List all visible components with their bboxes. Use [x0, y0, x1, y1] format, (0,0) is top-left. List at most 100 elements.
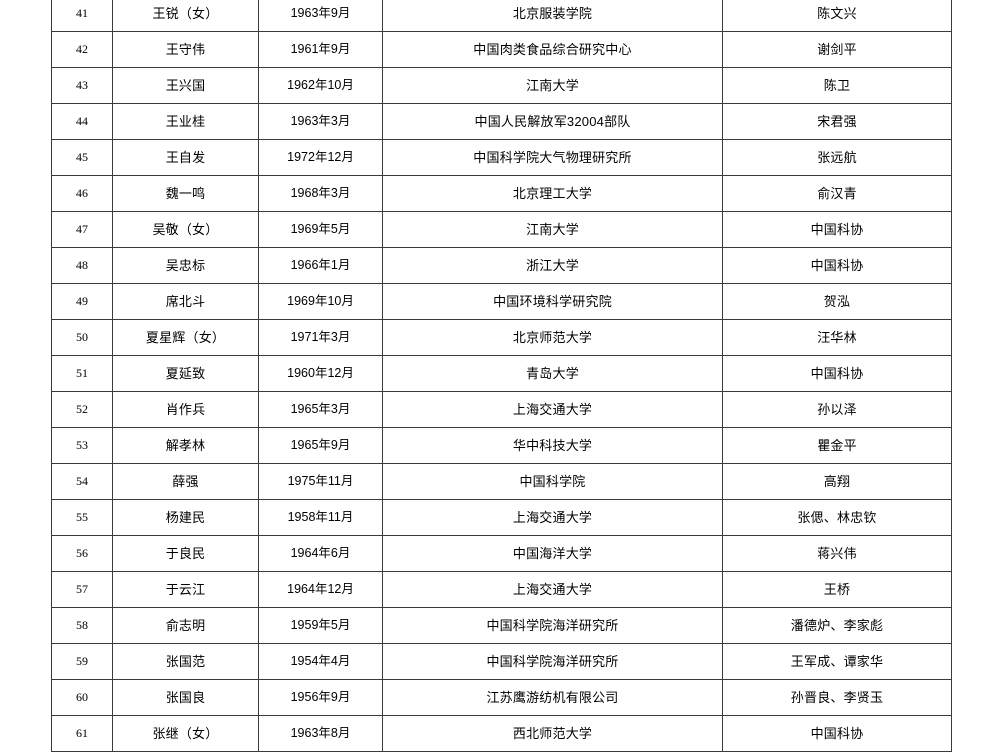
document-page: 41 王锐（女） 1963年9月 北京服装学院 陈文兴 42 王守伟 1961年9月 中国肉类食… [51, 0, 952, 752]
cell-recommender: 陈文兴 [722, 0, 952, 32]
table-row: 42 王守伟 1961年9月 中国肉类食品综合研究中心 谢剑平 [51, 31, 952, 68]
cell-person-name: 王兴国 [112, 67, 259, 104]
table-row: 48 吴忠标 1966年1月 浙江大学 中国科协 [51, 247, 952, 284]
cell-recommender: 中国科协 [722, 247, 952, 284]
cell-person-name: 肖作兵 [112, 391, 259, 428]
cell-birth-date: 1965年3月 [258, 391, 383, 428]
cell-work-unit: 华中科技大学 [382, 427, 723, 464]
cell-person-name: 杨建民 [112, 499, 259, 536]
cell-serial-number: 60 [51, 679, 113, 716]
cell-birth-date: 1964年6月 [258, 535, 383, 572]
table-row: 43 王兴国 1962年10月 江南大学 陈卫 [51, 67, 952, 104]
cell-birth-date: 1975年11月 [258, 463, 383, 500]
cell-recommender: 孙晋良、李贤玉 [722, 679, 952, 716]
cell-recommender: 瞿金平 [722, 427, 952, 464]
cell-serial-number: 54 [51, 463, 113, 500]
table-row: 44 王业桂 1963年3月 中国人民解放军32004部队 宋君强 [51, 103, 952, 140]
table-row: 60 张国良 1956年9月 江苏鹰游纺机有限公司 孙晋良、李贤玉 [51, 679, 952, 716]
cell-work-unit: 中国科学院海洋研究所 [382, 607, 723, 644]
cell-person-name: 张国范 [112, 643, 259, 680]
cell-birth-date: 1958年11月 [258, 499, 383, 536]
cell-birth-date: 1968年3月 [258, 175, 383, 212]
cell-recommender: 宋君强 [722, 103, 952, 140]
table-row: 56 于良民 1964年6月 中国海洋大学 蒋兴伟 [51, 535, 952, 572]
table-row: 45 王自发 1972年12月 中国科学院大气物理研究所 张远航 [51, 139, 952, 176]
cell-work-unit: 中国海洋大学 [382, 535, 723, 572]
cell-serial-number: 51 [51, 355, 113, 392]
cell-recommender: 中国科协 [722, 211, 952, 248]
table-row: 41 王锐（女） 1963年9月 北京服装学院 陈文兴 [51, 0, 952, 32]
cell-person-name: 王业桂 [112, 103, 259, 140]
table-row: 50 夏星辉（女） 1971年3月 北京师范大学 汪华林 [51, 319, 952, 356]
cell-person-name: 薛强 [112, 463, 259, 500]
cell-serial-number: 45 [51, 139, 113, 176]
cell-recommender: 高翔 [722, 463, 952, 500]
cell-work-unit: 上海交通大学 [382, 391, 723, 428]
cell-recommender: 汪华林 [722, 319, 952, 356]
cell-serial-number: 43 [51, 67, 113, 104]
cell-serial-number: 47 [51, 211, 113, 248]
cell-serial-number: 50 [51, 319, 113, 356]
cell-serial-number: 58 [51, 607, 113, 644]
cell-person-name: 王锐（女） [112, 0, 259, 32]
cell-work-unit: 中国科学院海洋研究所 [382, 643, 723, 680]
cell-person-name: 席北斗 [112, 283, 259, 320]
cell-person-name: 吴敬（女） [112, 211, 259, 248]
cell-work-unit: 上海交通大学 [382, 571, 723, 608]
cell-birth-date: 1961年9月 [258, 31, 383, 68]
cell-recommender: 孙以泽 [722, 391, 952, 428]
cell-recommender: 俞汉青 [722, 175, 952, 212]
cell-work-unit: 青岛大学 [382, 355, 723, 392]
table-row: 61 张继（女） 1963年8月 西北师范大学 中国科协 [51, 715, 952, 752]
cell-birth-date: 1956年9月 [258, 679, 383, 716]
cell-person-name: 俞志明 [112, 607, 259, 644]
table-row: 55 杨建民 1958年11月 上海交通大学 张偲、林忠钦 [51, 499, 952, 536]
cell-birth-date: 1960年12月 [258, 355, 383, 392]
cell-birth-date: 1965年9月 [258, 427, 383, 464]
cell-birth-date: 1966年1月 [258, 247, 383, 284]
cell-recommender: 张远航 [722, 139, 952, 176]
cell-serial-number: 48 [51, 247, 113, 284]
cell-serial-number: 52 [51, 391, 113, 428]
cell-work-unit: 中国科学院 [382, 463, 723, 500]
cell-work-unit: 江南大学 [382, 211, 723, 248]
cell-serial-number: 42 [51, 31, 113, 68]
cell-recommender: 中国科协 [722, 715, 952, 752]
cell-work-unit: 北京服装学院 [382, 0, 723, 32]
cell-recommender: 谢剑平 [722, 31, 952, 68]
cell-birth-date: 1969年5月 [258, 211, 383, 248]
cell-work-unit: 中国环境科学研究院 [382, 283, 723, 320]
cell-work-unit: 中国人民解放军32004部队 [382, 103, 723, 140]
cell-person-name: 解孝林 [112, 427, 259, 464]
cell-person-name: 于云江 [112, 571, 259, 608]
cell-birth-date: 1963年8月 [258, 715, 383, 752]
table-row: 53 解孝林 1965年9月 华中科技大学 瞿金平 [51, 427, 952, 464]
cell-serial-number: 53 [51, 427, 113, 464]
cell-recommender: 潘德炉、李家彪 [722, 607, 952, 644]
table-row: 54 薛强 1975年11月 中国科学院 高翔 [51, 463, 952, 500]
cell-work-unit: 中国科学院大气物理研究所 [382, 139, 723, 176]
table-row: 46 魏一鸣 1968年3月 北京理工大学 俞汉青 [51, 175, 952, 212]
cell-person-name: 张国良 [112, 679, 259, 716]
cell-recommender: 王桥 [722, 571, 952, 608]
cell-person-name: 魏一鸣 [112, 175, 259, 212]
cell-serial-number: 55 [51, 499, 113, 536]
cell-serial-number: 61 [51, 715, 113, 752]
cell-birth-date: 1964年12月 [258, 571, 383, 608]
cell-person-name: 张继（女） [112, 715, 259, 752]
cell-recommender: 蒋兴伟 [722, 535, 952, 572]
candidate-roster-table: 41 王锐（女） 1963年9月 北京服装学院 陈文兴 42 王守伟 1961年9月 中国肉类食… [51, 0, 952, 752]
cell-birth-date: 1972年12月 [258, 139, 383, 176]
cell-recommender: 中国科协 [722, 355, 952, 392]
cell-serial-number: 41 [51, 0, 113, 32]
cell-recommender: 贺泓 [722, 283, 952, 320]
cell-recommender: 张偲、林忠钦 [722, 499, 952, 536]
table-row: 57 于云江 1964年12月 上海交通大学 王桥 [51, 571, 952, 608]
cell-person-name: 于良民 [112, 535, 259, 572]
cell-recommender: 王军成、谭家华 [722, 643, 952, 680]
cell-serial-number: 57 [51, 571, 113, 608]
cell-work-unit: 江苏鹰游纺机有限公司 [382, 679, 723, 716]
cell-serial-number: 49 [51, 283, 113, 320]
cell-serial-number: 46 [51, 175, 113, 212]
cell-birth-date: 1962年10月 [258, 67, 383, 104]
